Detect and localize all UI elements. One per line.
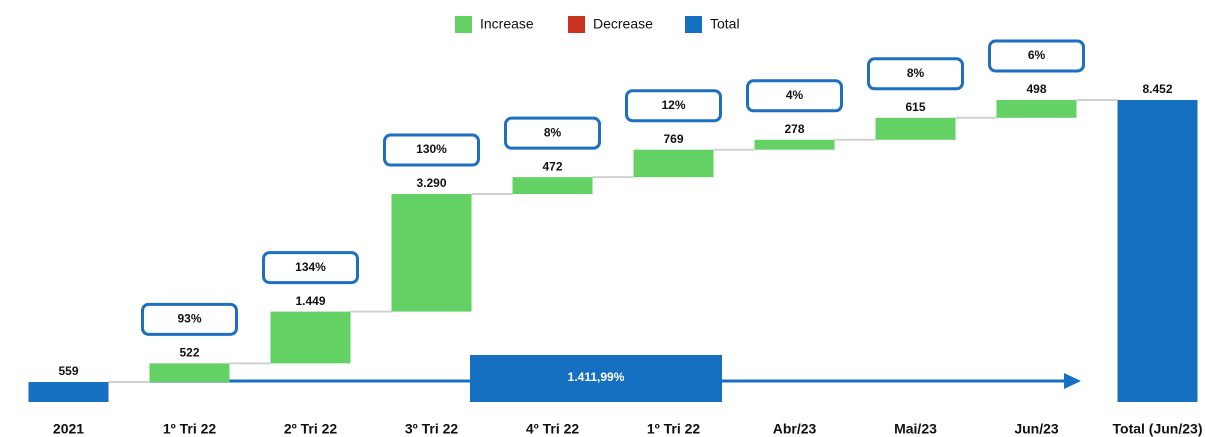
bar xyxy=(754,139,835,150)
bar xyxy=(996,100,1077,118)
bar xyxy=(875,117,956,140)
bar xyxy=(28,382,109,402)
bar xyxy=(512,177,593,195)
value-label: 278 xyxy=(784,122,804,136)
percent-label: 134% xyxy=(295,260,326,274)
x-tick-label: 4º Tri 22 xyxy=(526,421,580,437)
arrow-head xyxy=(1064,373,1081,389)
legend-swatch xyxy=(685,16,702,33)
value-label: 8.452 xyxy=(1142,82,1172,96)
percent-box xyxy=(746,79,843,113)
value-label: 3.290 xyxy=(416,176,446,190)
value-label: 522 xyxy=(179,346,199,360)
percent-box xyxy=(504,116,601,150)
bar xyxy=(391,194,472,312)
percent-label: 93% xyxy=(177,312,201,326)
value-label: 769 xyxy=(663,132,683,146)
value-label: 615 xyxy=(905,100,925,114)
x-tick-label: Total (Jun/23) xyxy=(1113,421,1203,437)
percent-box xyxy=(625,89,722,123)
percent-box xyxy=(262,251,359,285)
percent-box xyxy=(988,39,1085,73)
legend-swatch xyxy=(568,16,585,33)
percent-box xyxy=(141,302,238,336)
arrow-label: 1.411,99% xyxy=(568,370,625,384)
percent-label: 6% xyxy=(1028,48,1046,62)
x-tick-label: Jun/23 xyxy=(1014,421,1059,437)
legend-label: Decrease xyxy=(593,16,653,32)
x-tick-label: Mai/23 xyxy=(894,421,937,437)
bar xyxy=(149,363,230,383)
legend-label: Increase xyxy=(480,16,534,32)
percent-label: 4% xyxy=(786,88,804,102)
value-label: 559 xyxy=(58,364,78,378)
value-label: 1.449 xyxy=(295,294,325,308)
percent-label: 8% xyxy=(907,66,925,80)
percent-box xyxy=(383,133,480,167)
value-label: 472 xyxy=(542,159,562,173)
legend-swatch xyxy=(455,16,472,33)
percent-label: 12% xyxy=(661,98,685,112)
value-label: 498 xyxy=(1026,82,1046,96)
x-tick-label: 1º Tri 22 xyxy=(163,421,217,437)
x-tick-label: 3º Tri 22 xyxy=(405,421,459,437)
percent-label: 8% xyxy=(544,125,562,139)
x-tick-label: 1º Tri 22 xyxy=(647,421,701,437)
x-tick-label: 2021 xyxy=(53,421,84,437)
arrow-box xyxy=(470,355,722,402)
percent-box xyxy=(867,57,964,91)
percent-label: 130% xyxy=(416,142,447,156)
legend-label: Total xyxy=(710,16,740,32)
bar xyxy=(270,311,351,364)
bar xyxy=(633,149,714,178)
bar xyxy=(1117,100,1198,402)
x-tick-label: 2º Tri 22 xyxy=(284,421,338,437)
x-tick-label: Abr/23 xyxy=(773,421,817,437)
